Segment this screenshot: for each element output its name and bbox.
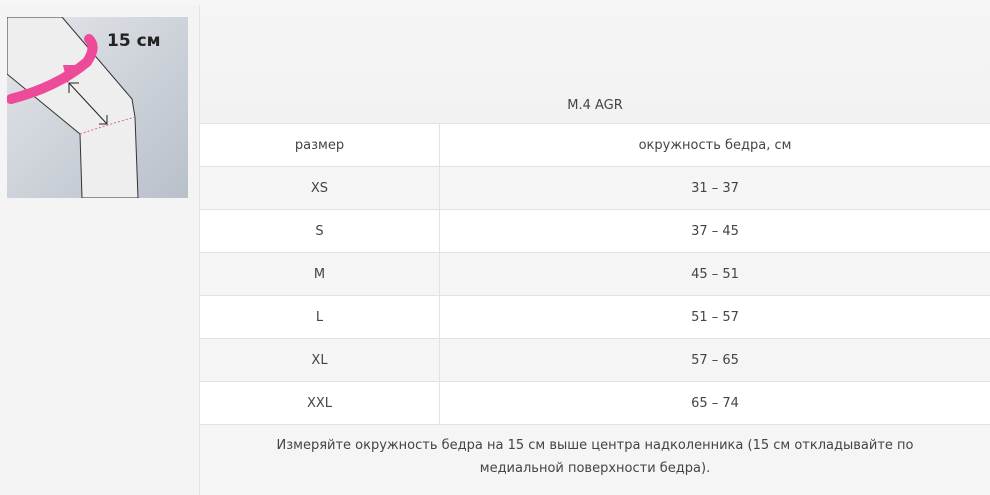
size-cell: XS: [200, 167, 440, 209]
table-row: M 45 – 51: [200, 253, 990, 296]
model-name: M.4 AGR: [567, 98, 623, 113]
size-cell: XL: [200, 339, 440, 381]
table-row: XXL 65 – 74: [200, 382, 990, 425]
range-cell: 31 – 37: [691, 180, 739, 196]
table-row: S 37 – 45: [200, 210, 990, 253]
knee-measurement-illustration: 15 см: [7, 17, 188, 198]
range-cell: 65 – 74: [691, 395, 739, 411]
table-row: L 51 – 57: [200, 296, 990, 339]
image-column: 15 см: [0, 5, 200, 495]
range-cell: 57 – 65: [691, 352, 739, 368]
size-cell: S: [200, 210, 440, 252]
size-cell: L: [200, 296, 440, 338]
range-cell: 45 – 51: [691, 266, 739, 282]
range-cell: 51 – 57: [691, 309, 739, 325]
size-table: M.4 AGR размер окружность бедра, см XS 3…: [200, 5, 990, 490]
range-cell: 37 – 45: [691, 223, 739, 239]
table-header-row: размер окружность бедра, см: [200, 124, 990, 167]
size-cell: M: [200, 253, 440, 295]
measurement-note: Измеряйте окружность бедра на 15 см выше…: [200, 425, 990, 490]
table-row: XL 57 – 65: [200, 339, 990, 382]
size-cell: XXL: [200, 382, 440, 424]
table-caption: M.4 AGR: [200, 5, 990, 124]
table-row: XS 31 – 37: [200, 167, 990, 210]
header-circumference: окружность бедра, см: [638, 137, 792, 153]
header-size: размер: [200, 124, 440, 166]
measurement-label: 15 см: [107, 31, 161, 51]
